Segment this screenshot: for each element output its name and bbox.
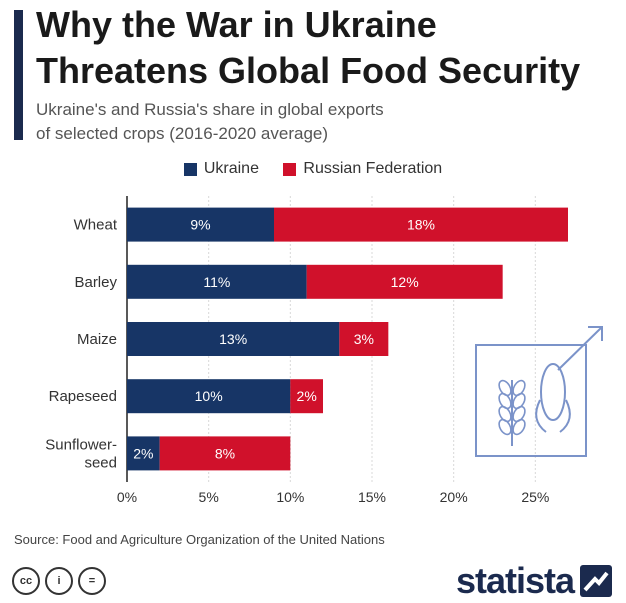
wheat-grain [512,379,526,397]
bar-value-label: 2% [133,445,153,461]
wheat-grain [498,392,512,410]
legend-label-ukraine: Ukraine [203,160,259,177]
category-label: Sunflower-seed [45,436,117,471]
corn-husk [559,399,571,433]
legend-item-russia: Russian Federation [283,160,442,178]
x-tick-label: 10% [276,489,304,505]
bar-segment [127,264,307,299]
bar-value-label: 2% [297,388,317,404]
bar-value-label: 13% [219,331,247,347]
chart-title: Why the War in Ukraine Threatens Global … [36,4,581,91]
legend-swatch-ukraine [183,162,197,176]
bar-segment [127,207,274,242]
statista-mark-icon [580,565,612,597]
brand-name: statista [455,560,575,601]
x-tick-label: 15% [358,489,386,505]
wheat-grain [512,392,526,410]
x-tick-label: 5% [199,489,219,505]
bar-value-label: 9% [190,217,210,233]
corn-cob [540,363,566,421]
bar-value-label: 12% [391,274,419,290]
bar-value-label: 11% [203,274,230,290]
legend-item-ukraine: Ukraine [183,160,259,178]
category-label-line: seed [84,454,117,471]
wheat-grain [512,418,526,436]
bar-segment [127,436,160,471]
category-label-line: Rapeseed [49,388,117,405]
legend-label-russia: Russian Federation [303,160,443,177]
category-label-line: Sunflower- [45,436,117,453]
no-derivatives-icon[interactable]: = [78,567,106,595]
corn-husk [535,399,547,433]
bar-segment [339,322,389,356]
bar-segment [127,379,291,414]
category-label-line: Wheat [74,217,118,234]
wheat-grain [498,418,512,436]
stacked-bar-chart: 0% 5% 10% 15% 20% 25% Wheat 9% 18% Barley 11% 12% Ma… [45,196,603,505]
bar-segment [127,322,340,356]
category-label: Rapeseed [49,388,117,405]
legend: Ukraine Russian Federation [0,160,626,181]
bar-segment [290,379,323,414]
x-tick-label: 0% [117,489,137,505]
category-label: Wheat [74,217,118,234]
legend-swatch-russia [283,162,297,176]
category-label-line: Maize [77,331,117,348]
trend-arrow-head [588,326,603,341]
title-accent-bar [14,10,23,140]
category-label-line: Barley [74,274,117,291]
source-note: Source: Food and Agriculture Organizatio… [14,532,385,547]
trend-arrow-line [557,326,603,371]
x-tick-label: 25% [521,489,549,505]
wheat-grain [498,405,512,423]
bar-value-label: 8% [215,445,235,461]
category-label: Maize [77,331,117,348]
bar-value-label: 3% [354,331,374,347]
x-tick-label: 20% [440,489,468,505]
statista-logo[interactable]: statista [456,560,612,602]
wheat-grain [512,405,526,423]
bar-value-label: 10% [195,388,223,404]
category-label: Barley [74,274,117,291]
wheat-grain [498,379,512,397]
icon-frame [475,344,587,457]
bar-segment [274,207,568,242]
creative-commons-icon[interactable]: cc [12,567,40,595]
bar-segment [306,264,503,299]
license-icons: cc i = [12,567,106,595]
attribution-icon[interactable]: i [45,567,73,595]
bar-value-label: 18% [407,217,435,233]
bar-segment [159,436,291,471]
chart-subtitle: Ukraine's and Russia's share in global e… [36,100,384,143]
